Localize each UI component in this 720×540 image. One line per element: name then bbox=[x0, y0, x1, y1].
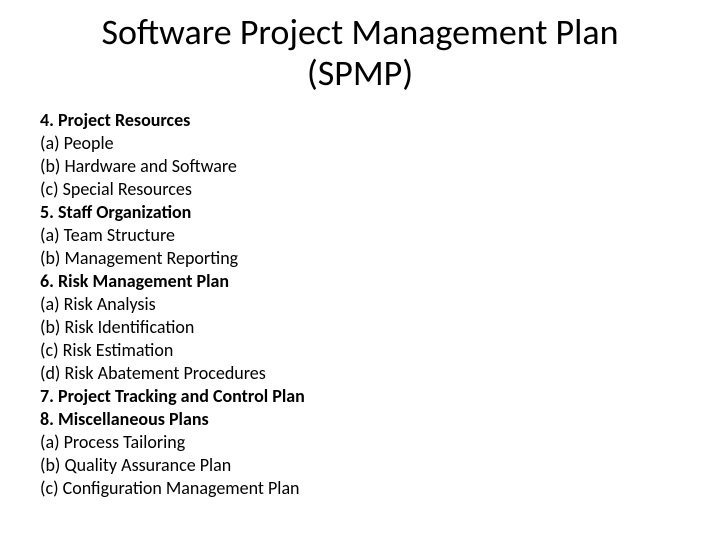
outline-line-label: (b) bbox=[40, 316, 60, 338]
outline-line: (a) Team Structure bbox=[40, 224, 680, 247]
outline-line-label: 4. bbox=[40, 109, 54, 131]
outline-line-label: 7. bbox=[40, 385, 54, 407]
outline-line: (b) Quality Assurance Plan bbox=[40, 454, 680, 477]
outline-line-text: Staff Organization bbox=[58, 201, 191, 223]
outline-line-text: Quality Assurance Plan bbox=[64, 454, 231, 476]
outline-line-label: (c) bbox=[40, 178, 59, 200]
outline-line: (c) Configuration Management Plan bbox=[40, 477, 680, 500]
outline-line-label: (c) bbox=[40, 477, 59, 499]
title-line-1: Software Project Management Plan bbox=[101, 10, 618, 54]
outline-line-label: 6. bbox=[40, 270, 54, 292]
outline-line: 8. Miscellaneous Plans bbox=[40, 408, 680, 431]
outline-line: 5. Staff Organization bbox=[40, 201, 680, 224]
outline-line: 7. Project Tracking and Control Plan bbox=[40, 385, 680, 408]
outline-line-label: (b) bbox=[40, 155, 60, 177]
outline-line: (d) Risk Abatement Procedures bbox=[40, 362, 680, 385]
outline-line-text: Configuration Management Plan bbox=[63, 477, 300, 499]
page-title: Software Project Management Plan (SPMP) bbox=[40, 12, 680, 95]
outline-line-label: (d) bbox=[40, 362, 60, 384]
outline-list: 4. Project Resources(a) People(b) Hardwa… bbox=[40, 109, 680, 501]
outline-line-label: (b) bbox=[40, 247, 60, 269]
outline-line-text: Special Resources bbox=[63, 178, 192, 200]
slide: Software Project Management Plan (SPMP) … bbox=[0, 0, 720, 540]
outline-line-label: 8. bbox=[40, 408, 54, 430]
outline-line-label: (b) bbox=[40, 454, 60, 476]
outline-line-text: Risk Estimation bbox=[63, 339, 174, 361]
outline-line-label: (a) bbox=[40, 132, 60, 154]
outline-line-text: Hardware and Software bbox=[64, 155, 236, 177]
outline-line-text: Risk Identification bbox=[64, 316, 194, 338]
outline-line: 4. Project Resources bbox=[40, 109, 680, 132]
outline-line-text: People bbox=[64, 132, 114, 154]
outline-line-label: (a) bbox=[40, 293, 60, 315]
outline-line: (a) People bbox=[40, 132, 680, 155]
outline-line: (c) Special Resources bbox=[40, 178, 680, 201]
outline-line-text: Team Structure bbox=[64, 224, 175, 246]
outline-line: (c) Risk Estimation bbox=[40, 339, 680, 362]
outline-line: 6. Risk Management Plan bbox=[40, 270, 680, 293]
outline-line: (b) Risk Identification bbox=[40, 316, 680, 339]
outline-line-text: Miscellaneous Plans bbox=[58, 408, 209, 430]
outline-line-text: Project Tracking and Control Plan bbox=[58, 385, 305, 407]
outline-line-text: Risk Abatement Procedures bbox=[64, 362, 265, 384]
outline-line: (a) Process Tailoring bbox=[40, 431, 680, 454]
title-line-2: (SPMP) bbox=[307, 51, 413, 95]
outline-line-label: (a) bbox=[40, 224, 60, 246]
outline-line-label: (c) bbox=[40, 339, 59, 361]
outline-line-text: Risk Analysis bbox=[64, 293, 156, 315]
outline-line: (b) Management Reporting bbox=[40, 247, 680, 270]
outline-line-text: Project Resources bbox=[58, 109, 190, 131]
outline-line-label: 5. bbox=[40, 201, 54, 223]
outline-line-text: Process Tailoring bbox=[64, 431, 186, 453]
outline-line-text: Risk Management Plan bbox=[58, 270, 229, 292]
outline-line: (b) Hardware and Software bbox=[40, 155, 680, 178]
outline-line-label: (a) bbox=[40, 431, 60, 453]
outline-line: (a) Risk Analysis bbox=[40, 293, 680, 316]
outline-line-text: Management Reporting bbox=[64, 247, 238, 269]
